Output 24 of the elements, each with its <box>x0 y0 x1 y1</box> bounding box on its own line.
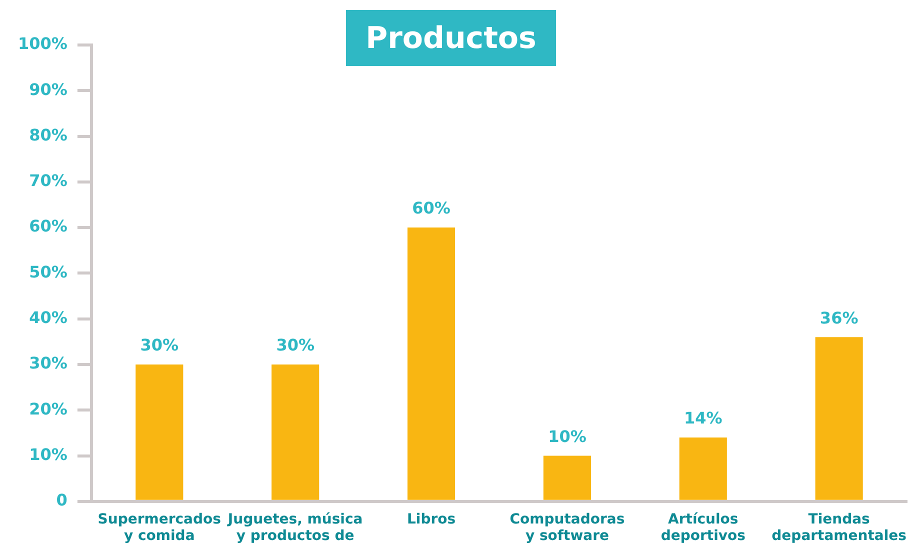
data-label: 14% <box>684 408 722 428</box>
y-tick-label: 40% <box>29 308 68 327</box>
x-tick-label: Artículos deportivos <box>660 511 746 544</box>
data-label: 36% <box>820 308 858 328</box>
chart-title: Productos <box>346 10 556 66</box>
y-tick-label: 60% <box>29 216 68 236</box>
y-tick-label: 10% <box>29 444 68 464</box>
x-tick-label: Computadoras y software <box>510 511 625 544</box>
x-tick-label: Tiendas departamentales <box>772 511 907 544</box>
data-label: 10% <box>548 426 586 446</box>
x-tick-label: Libros <box>406 511 456 528</box>
x-tick-label: Supermercados y comida <box>98 511 221 544</box>
x-tick-label: Juguetes, música y productos de <box>226 511 363 544</box>
y-tick-label: 90% <box>29 80 68 99</box>
y-tick-label: 30% <box>29 354 68 373</box>
data-label: 30% <box>276 336 314 355</box>
y-tick-label: 20% <box>29 399 68 418</box>
y-tick-label: 50% <box>29 262 68 282</box>
y-tick-label: 70% <box>29 171 68 190</box>
y-tick-label: 0 <box>56 490 68 510</box>
y-tick-label: 100% <box>18 34 68 54</box>
data-label: 30% <box>140 336 179 355</box>
y-tick-label: 80% <box>29 125 68 144</box>
data-label: 60% <box>412 198 450 218</box>
